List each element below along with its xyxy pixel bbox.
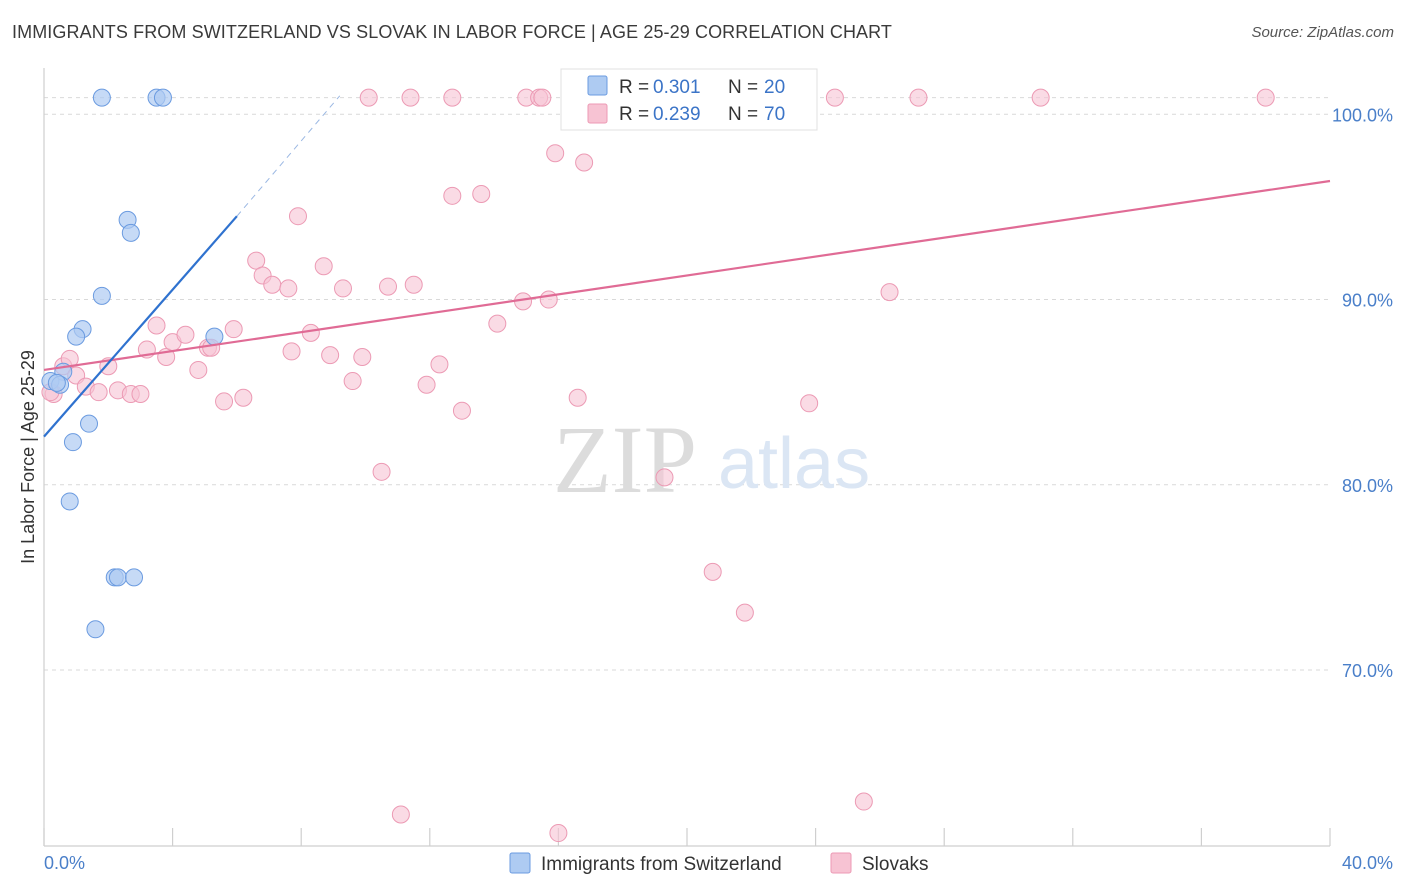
legend-bottom-label-slovaks: Slovaks bbox=[862, 854, 929, 875]
slovak-point bbox=[215, 392, 234, 411]
slovak-point bbox=[282, 342, 301, 361]
slovak-point bbox=[575, 153, 594, 172]
slovak-point bbox=[189, 360, 208, 379]
legend-swatch-slovaks bbox=[587, 103, 608, 124]
slovak-point bbox=[176, 325, 195, 344]
y-tick-labels: 70.0% 80.0% 90.0% 100.0% bbox=[1332, 105, 1393, 681]
slovak-point bbox=[391, 805, 410, 824]
legend-bottom: Immigrants from Switzerland Slovaks bbox=[509, 852, 929, 875]
legend-n-value-switzerland: 20 bbox=[764, 77, 785, 98]
legend-r-label-switzerland: R = bbox=[619, 77, 649, 98]
series-slovaks bbox=[41, 88, 1275, 843]
slovak-point bbox=[880, 283, 899, 302]
switzerland-point bbox=[92, 88, 111, 107]
watermark-atlas: atlas bbox=[718, 424, 870, 504]
slovak-point bbox=[301, 323, 320, 342]
switzerland-point bbox=[121, 223, 140, 242]
slovak-point bbox=[279, 279, 298, 298]
slovak-point bbox=[443, 88, 462, 107]
switzerland-point bbox=[125, 568, 144, 587]
slovak-point bbox=[443, 186, 462, 205]
slovak-point bbox=[1256, 88, 1275, 107]
slovak-point bbox=[343, 372, 362, 391]
chart-title: IMMIGRANTS FROM SWITZERLAND VS SLOVAK IN… bbox=[12, 22, 893, 42]
slovak-point bbox=[372, 462, 391, 481]
slovak-point bbox=[800, 394, 819, 413]
slovak-point bbox=[288, 207, 307, 226]
slovak-point bbox=[379, 277, 398, 296]
switzerland-point bbox=[63, 433, 82, 452]
slovak-point bbox=[568, 388, 587, 407]
trend-line-switzerland-extension bbox=[236, 95, 341, 217]
slovak-point bbox=[533, 88, 552, 107]
y-tick-label: 90.0% bbox=[1342, 291, 1393, 311]
slovak-point bbox=[825, 88, 844, 107]
slovak-point bbox=[703, 562, 722, 581]
slovak-point bbox=[472, 184, 491, 203]
switzerland-point bbox=[205, 327, 224, 346]
slovak-point bbox=[224, 320, 243, 339]
legend-r-label-slovaks: R = bbox=[619, 104, 649, 125]
trend-line-slovaks bbox=[43, 179, 1331, 372]
legend-bottom-swatch-slovaks bbox=[830, 852, 852, 874]
slovak-point bbox=[89, 383, 108, 402]
slovak-point bbox=[417, 375, 436, 394]
slovak-point bbox=[549, 824, 568, 843]
switzerland-point bbox=[47, 373, 66, 392]
series-switzerland bbox=[41, 88, 224, 639]
slovak-point bbox=[539, 290, 558, 309]
slovak-point bbox=[359, 88, 378, 107]
slovak-point bbox=[247, 251, 266, 270]
legend-bottom-label-switzerland: Immigrants from Switzerland bbox=[541, 854, 782, 875]
legend-r-value-slovaks: 0.239 bbox=[653, 104, 701, 125]
slovak-point bbox=[1031, 88, 1050, 107]
grid-lines bbox=[44, 97, 1330, 671]
slovak-point bbox=[321, 346, 340, 365]
watermark: ZIP atlas bbox=[553, 406, 870, 513]
slovak-point bbox=[401, 88, 420, 107]
slovak-point bbox=[404, 275, 423, 294]
slovak-point bbox=[263, 275, 282, 294]
x-ticks bbox=[43, 828, 1331, 846]
slovak-point bbox=[314, 257, 333, 276]
y-tick-label: 100.0% bbox=[1332, 105, 1393, 125]
slovak-point bbox=[452, 401, 471, 420]
slovak-point bbox=[430, 355, 449, 374]
switzerland-point bbox=[86, 620, 105, 639]
legend-n-label-slovaks: N = bbox=[728, 104, 758, 125]
slovak-point bbox=[131, 385, 150, 404]
legend-top: R = 0.301 N = 20 R = 0.239 N = 70 bbox=[560, 68, 818, 131]
trend-lines bbox=[43, 95, 1331, 438]
switzerland-point bbox=[80, 414, 99, 433]
slovak-point bbox=[546, 144, 565, 163]
slovak-point bbox=[854, 792, 873, 811]
y-tick-label: 70.0% bbox=[1342, 661, 1393, 681]
switzerland-point bbox=[153, 88, 172, 107]
legend-n-value-slovaks: 70 bbox=[764, 104, 785, 125]
watermark-zip: ZIP bbox=[553, 406, 697, 513]
legend-bottom-swatch-switzerland bbox=[509, 852, 531, 874]
switzerland-point bbox=[108, 568, 127, 587]
y-axis-label: In Labor Force | Age 25-29 bbox=[18, 350, 38, 564]
y-tick-label: 80.0% bbox=[1342, 476, 1393, 496]
slovak-point bbox=[333, 279, 352, 298]
switzerland-point bbox=[92, 286, 111, 305]
slovak-point bbox=[147, 316, 166, 335]
trend-line-switzerland bbox=[43, 215, 238, 438]
switzerland-point bbox=[67, 327, 86, 346]
slovak-point bbox=[353, 347, 372, 366]
legend-n-label-switzerland: N = bbox=[728, 77, 758, 98]
x-tick-label-max: 40.0% bbox=[1342, 853, 1393, 873]
slovak-point bbox=[909, 88, 928, 107]
slovak-point bbox=[655, 468, 674, 487]
slovak-point bbox=[488, 314, 507, 333]
legend-swatch-switzerland bbox=[587, 75, 608, 96]
source-label: Source: ZipAtlas.com bbox=[1251, 24, 1394, 41]
slovak-point bbox=[234, 388, 253, 407]
x-tick-label-min: 0.0% bbox=[44, 853, 85, 873]
legend-r-value-switzerland: 0.301 bbox=[653, 77, 701, 98]
switzerland-point bbox=[60, 492, 79, 511]
slovak-point bbox=[735, 603, 754, 622]
